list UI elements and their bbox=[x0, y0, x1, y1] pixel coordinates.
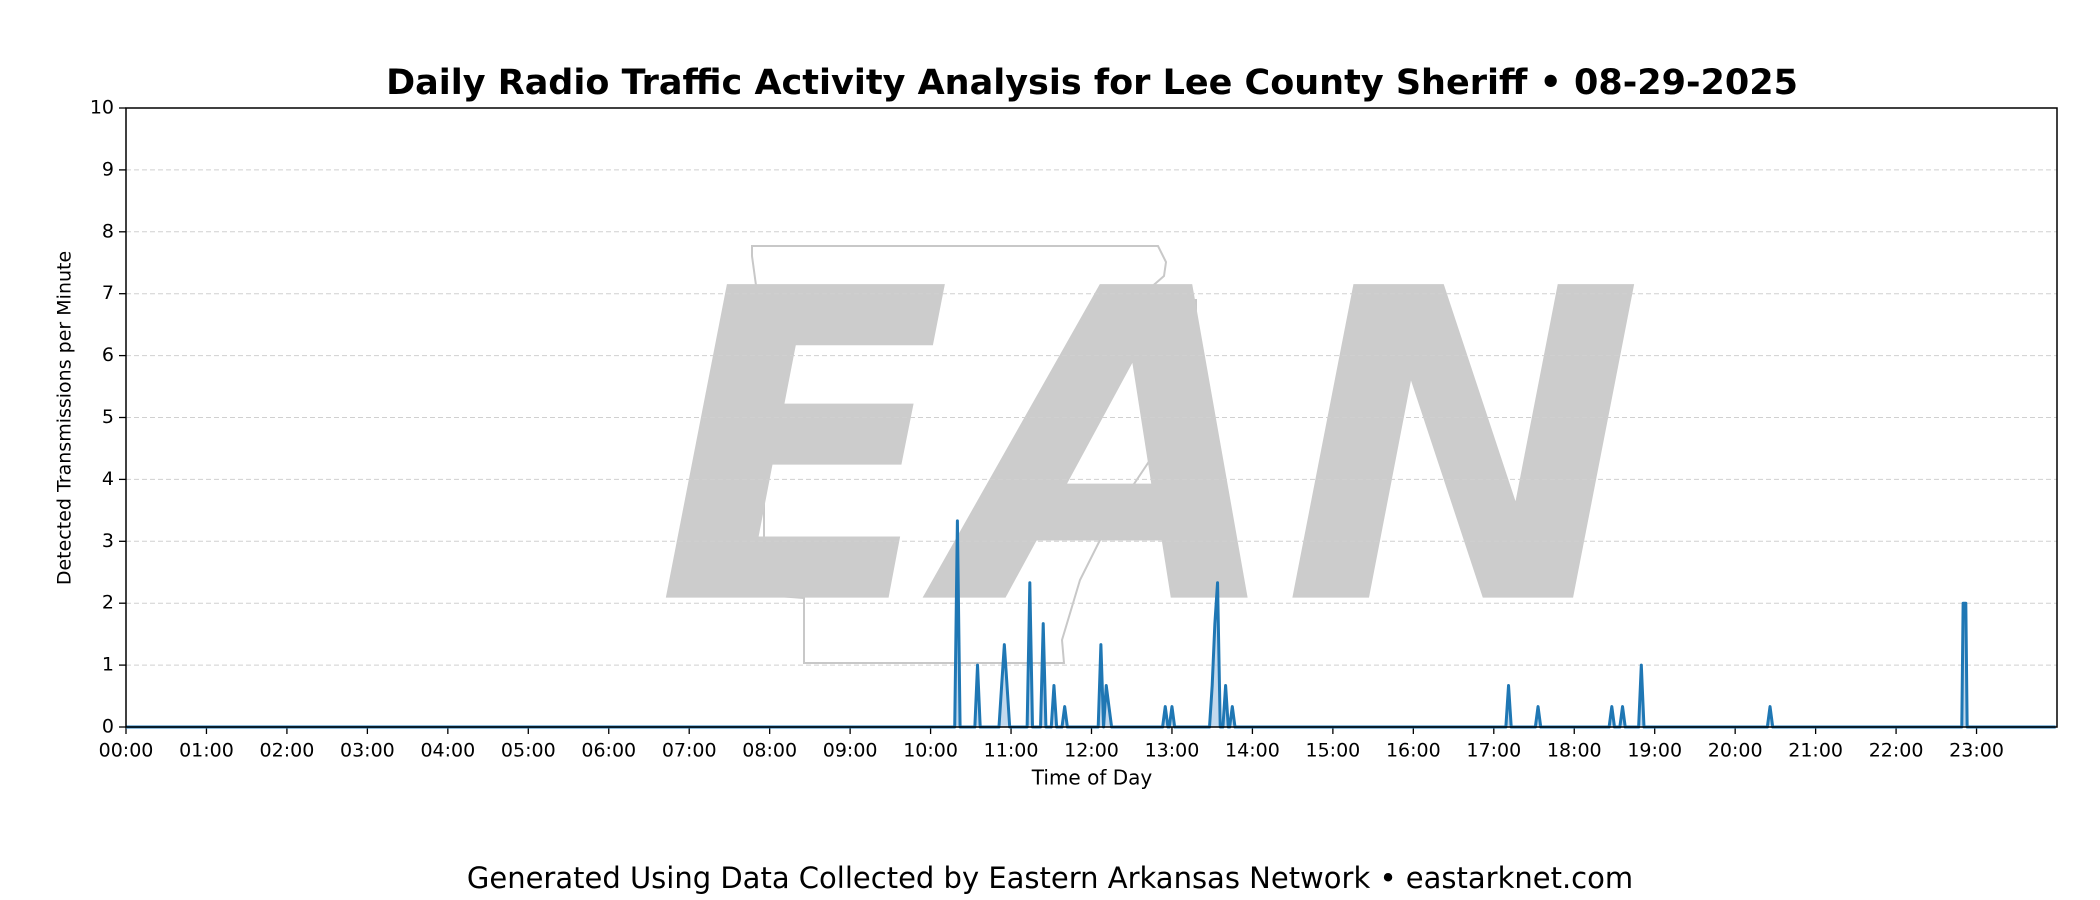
y-tick-label: 7 bbox=[102, 282, 114, 304]
x-tick-label: 01:00 bbox=[179, 740, 234, 762]
y-tick-label: 10 bbox=[90, 97, 114, 119]
x-tick-label: 02:00 bbox=[260, 740, 315, 762]
y-tick-label: 0 bbox=[102, 716, 114, 738]
x-axis-label: Time of Day bbox=[1031, 766, 1153, 790]
footer: Generated Using Data Collected by Easter… bbox=[467, 861, 1633, 895]
x-tick-label: 13:00 bbox=[1145, 740, 1200, 762]
x-tick-label: 05:00 bbox=[501, 740, 556, 762]
state-outline bbox=[751, 245, 1197, 664]
x-tick-label: 03:00 bbox=[340, 740, 395, 762]
y-tick-label: 8 bbox=[102, 220, 114, 242]
x-tick-label: 15:00 bbox=[1305, 740, 1360, 762]
x-tick-label: 09:00 bbox=[823, 740, 878, 762]
x-tick-label: 16:00 bbox=[1386, 740, 1441, 762]
x-tick-label: 11:00 bbox=[984, 740, 1039, 762]
chart-title: Daily Radio Traffic Activity Analysis fo… bbox=[386, 63, 1798, 103]
x-tick-label: 10:00 bbox=[903, 740, 958, 762]
x-tick-label: 00:00 bbox=[99, 740, 154, 762]
watermark: EAN bbox=[657, 200, 1643, 700]
x-tick-label: 04:00 bbox=[420, 740, 475, 762]
x-tick-label: 19:00 bbox=[1627, 740, 1682, 762]
x-tick-label: 07:00 bbox=[662, 740, 717, 762]
y-tick-label: 9 bbox=[102, 158, 114, 180]
x-tick-label: 23:00 bbox=[1949, 740, 2004, 762]
y-axis-label: Detected Transmissions per Minute bbox=[54, 251, 76, 585]
y-tick-label: 4 bbox=[102, 468, 114, 490]
x-tick-label: 08:00 bbox=[742, 740, 797, 762]
x-tick-label: 21:00 bbox=[1788, 740, 1843, 762]
plot-frame bbox=[125, 107, 2058, 728]
y-tick-label: 3 bbox=[102, 530, 114, 552]
x-tick-label: 12:00 bbox=[1064, 740, 1119, 762]
y-tick-label: 2 bbox=[102, 592, 114, 614]
x-tick-label: 17:00 bbox=[1466, 740, 1521, 762]
x-tick-label: 18:00 bbox=[1547, 740, 1602, 762]
y-tick-label: 1 bbox=[102, 654, 114, 676]
y-tick-label: 5 bbox=[102, 406, 114, 428]
y-tick-label: 6 bbox=[102, 344, 114, 366]
x-tick-label: 14:00 bbox=[1225, 740, 1280, 762]
x-tick-label: 06:00 bbox=[581, 740, 636, 762]
x-tick-label: 20:00 bbox=[1708, 740, 1763, 762]
x-tick-label: 22:00 bbox=[1869, 740, 1924, 762]
